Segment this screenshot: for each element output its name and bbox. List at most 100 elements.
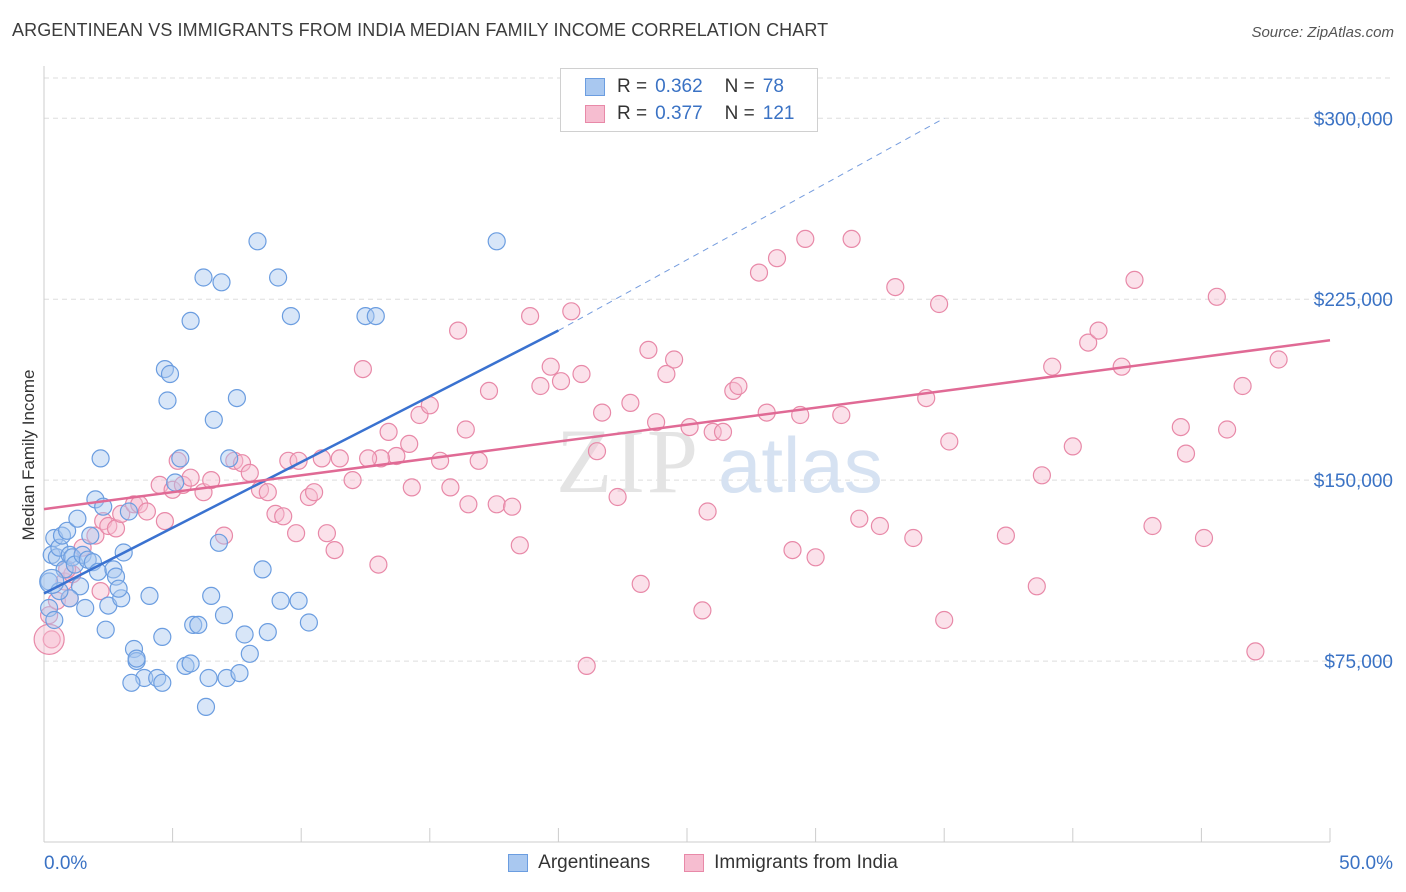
data-point	[199, 668, 218, 688]
data-point	[70, 577, 90, 596]
data-point	[469, 451, 488, 470]
data-point	[1125, 270, 1144, 289]
tick-labels: $75,000 $150,000 $225,000 $300,000 0.0% 50.0%	[44, 109, 1393, 874]
data-point	[631, 574, 650, 594]
legend-swatch-pink	[684, 854, 705, 872]
data-point	[664, 350, 684, 369]
data-point	[181, 311, 200, 330]
data-point	[592, 403, 612, 422]
data-point	[119, 502, 138, 521]
data-point	[400, 434, 419, 453]
data-point	[127, 649, 146, 668]
data-point	[541, 357, 560, 376]
y-tick-label: $75,000	[1324, 652, 1393, 673]
data-point	[487, 495, 506, 514]
data-point	[163, 480, 182, 499]
data-point	[60, 545, 79, 565]
data-point	[1043, 357, 1062, 376]
legend-r-label: R =	[617, 103, 648, 124]
data-point	[60, 589, 79, 608]
data-point	[359, 449, 378, 468]
data-point	[1194, 528, 1214, 548]
data-point	[1063, 437, 1082, 456]
data-point	[220, 449, 239, 468]
data-point	[137, 502, 156, 521]
data-point	[693, 601, 712, 620]
data-point	[212, 273, 231, 292]
y-axis-label: Median Family Income	[19, 369, 38, 540]
data-point	[202, 471, 221, 490]
data-point	[379, 422, 398, 441]
data-point	[703, 422, 722, 441]
data-point	[204, 410, 223, 429]
legend-item-argentineans[interactable]: Argentineans	[508, 852, 650, 874]
legend-row-india: R = 0.377 N = 121	[585, 103, 794, 125]
x-tick-label: 0.0%	[44, 853, 87, 874]
data-point	[806, 548, 825, 567]
data-point	[184, 615, 203, 635]
data-point	[353, 360, 372, 379]
data-point	[587, 442, 607, 461]
data-point	[767, 249, 787, 268]
data-point	[269, 268, 288, 287]
data-point	[621, 393, 640, 412]
data-point	[1027, 577, 1046, 596]
data-point	[832, 405, 851, 425]
data-point	[387, 446, 406, 466]
data-point	[1217, 420, 1237, 439]
data-point	[230, 663, 249, 683]
pink-series-points	[33, 229, 1288, 676]
data-point	[194, 268, 213, 287]
data-point	[68, 509, 87, 528]
data-point	[402, 478, 421, 497]
data-point	[330, 449, 349, 468]
data-point	[459, 495, 478, 514]
data-point	[796, 229, 815, 248]
data-point	[935, 610, 954, 630]
legend-n-label: N =	[724, 76, 755, 97]
pink-trend-line	[43, 338, 1331, 511]
data-point-large	[33, 623, 65, 655]
data-point	[166, 473, 185, 492]
data-point	[281, 307, 300, 326]
data-point	[646, 413, 666, 432]
data-point	[181, 468, 200, 487]
blue-trend-line	[43, 329, 559, 595]
data-point	[456, 420, 475, 439]
data-point	[870, 516, 890, 536]
data-point	[551, 372, 571, 391]
data-point	[325, 540, 344, 560]
data-point	[45, 610, 64, 630]
legend-swatch-blue	[585, 78, 605, 96]
data-point	[1089, 321, 1108, 340]
chart-title: ARGENTINEAN VS IMMIGRANTS FROM INDIA MED…	[12, 20, 829, 40]
data-point	[1176, 444, 1196, 463]
data-point	[577, 656, 596, 676]
data-point	[160, 364, 180, 384]
legend-r-label: R =	[617, 76, 648, 97]
data-point	[371, 449, 390, 468]
data-point	[1246, 642, 1265, 661]
data-point	[168, 451, 187, 470]
data-point	[76, 598, 95, 618]
data-point	[227, 389, 246, 408]
legend-label-argentineans: Argentineans	[538, 852, 651, 873]
legend-n-value: 78	[762, 76, 784, 97]
legend-item-india[interactable]: Immigrants from India	[684, 852, 898, 874]
trend-lines	[43, 117, 1331, 595]
data-point	[562, 302, 581, 321]
data-point	[356, 307, 375, 326]
legend-r-value: 0.362	[655, 76, 703, 97]
data-point	[86, 526, 105, 545]
legend-n-label: N =	[724, 103, 755, 124]
blue-trend-extension	[558, 117, 945, 331]
data-point	[783, 540, 802, 560]
data-point	[274, 507, 293, 526]
data-point	[57, 521, 77, 540]
data-point	[202, 586, 221, 606]
data-point	[441, 478, 460, 497]
data-point	[929, 294, 949, 314]
data-point	[724, 381, 743, 400]
data-point	[39, 598, 59, 618]
data-point	[510, 536, 529, 555]
